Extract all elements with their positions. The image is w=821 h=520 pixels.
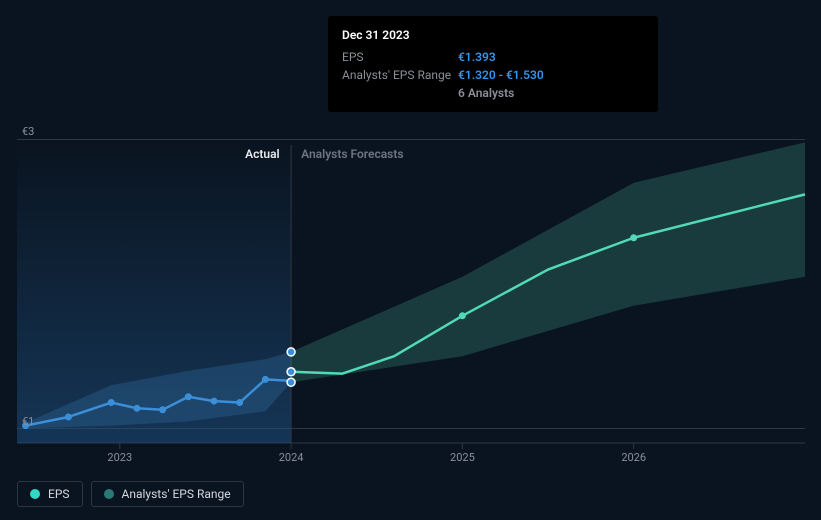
legend-label-eps: EPS [48,487,70,501]
x-tick-label: 2026 [621,451,646,464]
tooltip-date: Dec 31 2023 [342,26,644,44]
chart-tooltip: Dec 31 2023 EPS €1.393 Analysts' EPS Ran… [328,16,658,112]
tooltip-row-range: Analysts' EPS Range €1.320 - €1.530 [342,66,644,84]
eps-forecast-chart: { "chart": { "type": "line", "width": 82… [0,0,821,520]
tooltip-value-range: €1.320 - €1.530 [458,66,544,84]
legend-label-range: Analysts' EPS Range [122,487,231,501]
x-tick-label: 2024 [279,451,304,464]
region-label-actual: Actual [245,147,280,161]
tooltip-analysts: 6 Analysts [458,84,644,102]
legend-swatch-range [104,489,114,499]
x-tick-label: 2025 [450,451,475,464]
legend-swatch-eps [30,489,40,499]
chart-legend: EPS Analysts' EPS Range [17,481,244,507]
legend-item-eps[interactable]: EPS [17,481,83,507]
tooltip-row-eps: EPS €1.393 [342,48,644,66]
tooltip-label-range: Analysts' EPS Range [342,66,458,84]
y-tick-label: €1 [22,415,34,428]
tooltip-value-eps: €1.393 [458,48,496,66]
region-label-forecast: Analysts Forecasts [301,147,403,161]
x-tick-label: 2023 [107,451,132,464]
y-tick-label: €3 [22,125,34,138]
tooltip-label-eps: EPS [342,48,458,66]
legend-item-range[interactable]: Analysts' EPS Range [91,481,244,507]
